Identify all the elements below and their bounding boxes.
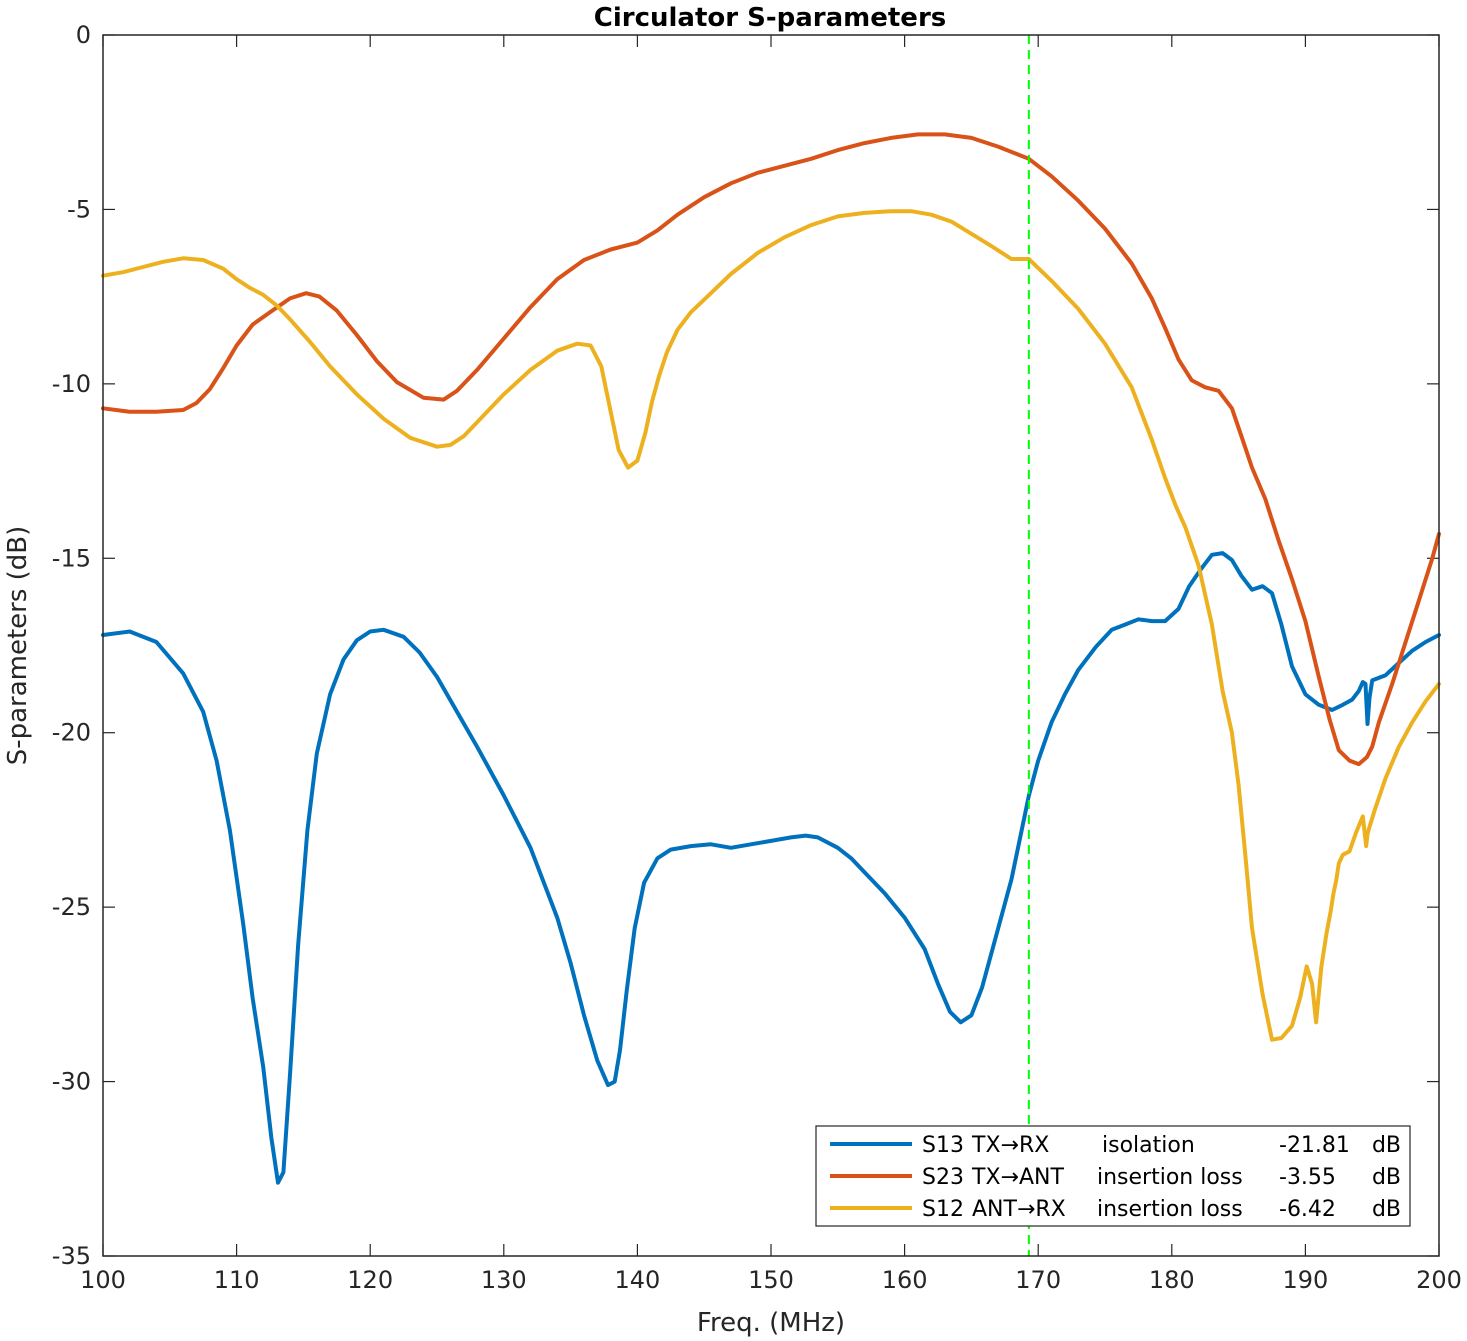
- legend-path: TX→ANT: [971, 1165, 1064, 1190]
- x-tick-label: 180: [1149, 1266, 1195, 1294]
- legend-desc: insertion loss: [1097, 1165, 1243, 1190]
- y-tick-label: -15: [52, 544, 91, 572]
- legend-box: [815, 1125, 1411, 1227]
- legend-desc: insertion loss: [1097, 1197, 1243, 1222]
- legend-path: ANT→RX: [972, 1197, 1066, 1222]
- y-tick-label: -30: [52, 1068, 91, 1096]
- legend-desc: isolation: [1102, 1133, 1195, 1158]
- x-tick-label: 130: [481, 1266, 527, 1294]
- legend-value: -6.42: [1279, 1197, 1336, 1222]
- legend-id: S13: [922, 1133, 964, 1158]
- x-tick-label: 140: [614, 1266, 660, 1294]
- series-layer: [101, 132, 1441, 1185]
- y-tick-label: -10: [52, 370, 91, 398]
- y-tick-label: -5: [67, 195, 91, 223]
- legend-unit: dB: [1372, 1165, 1401, 1190]
- x-tick-label: 170: [1015, 1266, 1061, 1294]
- y-tick-label: 0: [76, 21, 91, 49]
- x-tick-label: 190: [1282, 1266, 1328, 1294]
- series-line-s12: [101, 209, 1441, 1042]
- legend-id: S23: [922, 1165, 964, 1190]
- legend-value: -3.55: [1279, 1165, 1336, 1190]
- legend-unit: dB: [1372, 1133, 1401, 1158]
- legend-path: TX→RX: [971, 1133, 1049, 1158]
- axes-box: [102, 34, 1440, 1257]
- y-axis-label: S-parameters (dB): [3, 526, 33, 766]
- plot-area: [103, 35, 1439, 1256]
- series-line-s23: [101, 132, 1441, 767]
- legend-id: S12: [922, 1197, 964, 1222]
- x-tick-label: 100: [80, 1266, 126, 1294]
- x-tick-label: 200: [1416, 1266, 1462, 1294]
- y-tick-label: -35: [52, 1242, 91, 1270]
- legend-unit: dB: [1372, 1197, 1401, 1222]
- series-line-s13: [101, 551, 1441, 1185]
- y-tick-label: -25: [52, 893, 91, 921]
- x-tick-label: 120: [347, 1266, 393, 1294]
- x-tick-label: 160: [882, 1266, 928, 1294]
- y-tick-label: -20: [52, 719, 91, 747]
- chart-title: Circulator S-parameters: [594, 3, 947, 33]
- x-tick-label: 150: [748, 1266, 794, 1294]
- legend: S13 TX→RX isolation -21.81 dB S23 TX→ANT insert…: [815, 1125, 1411, 1227]
- x-axis-label: Freq. (MHz): [697, 1308, 845, 1338]
- legend-value: -21.81: [1279, 1133, 1350, 1158]
- x-tick-label: 110: [214, 1266, 260, 1294]
- axis-ticks: 100 110 120 130 140 150 160 170 180 190 200 0 -5 -10 -…: [52, 21, 1462, 1294]
